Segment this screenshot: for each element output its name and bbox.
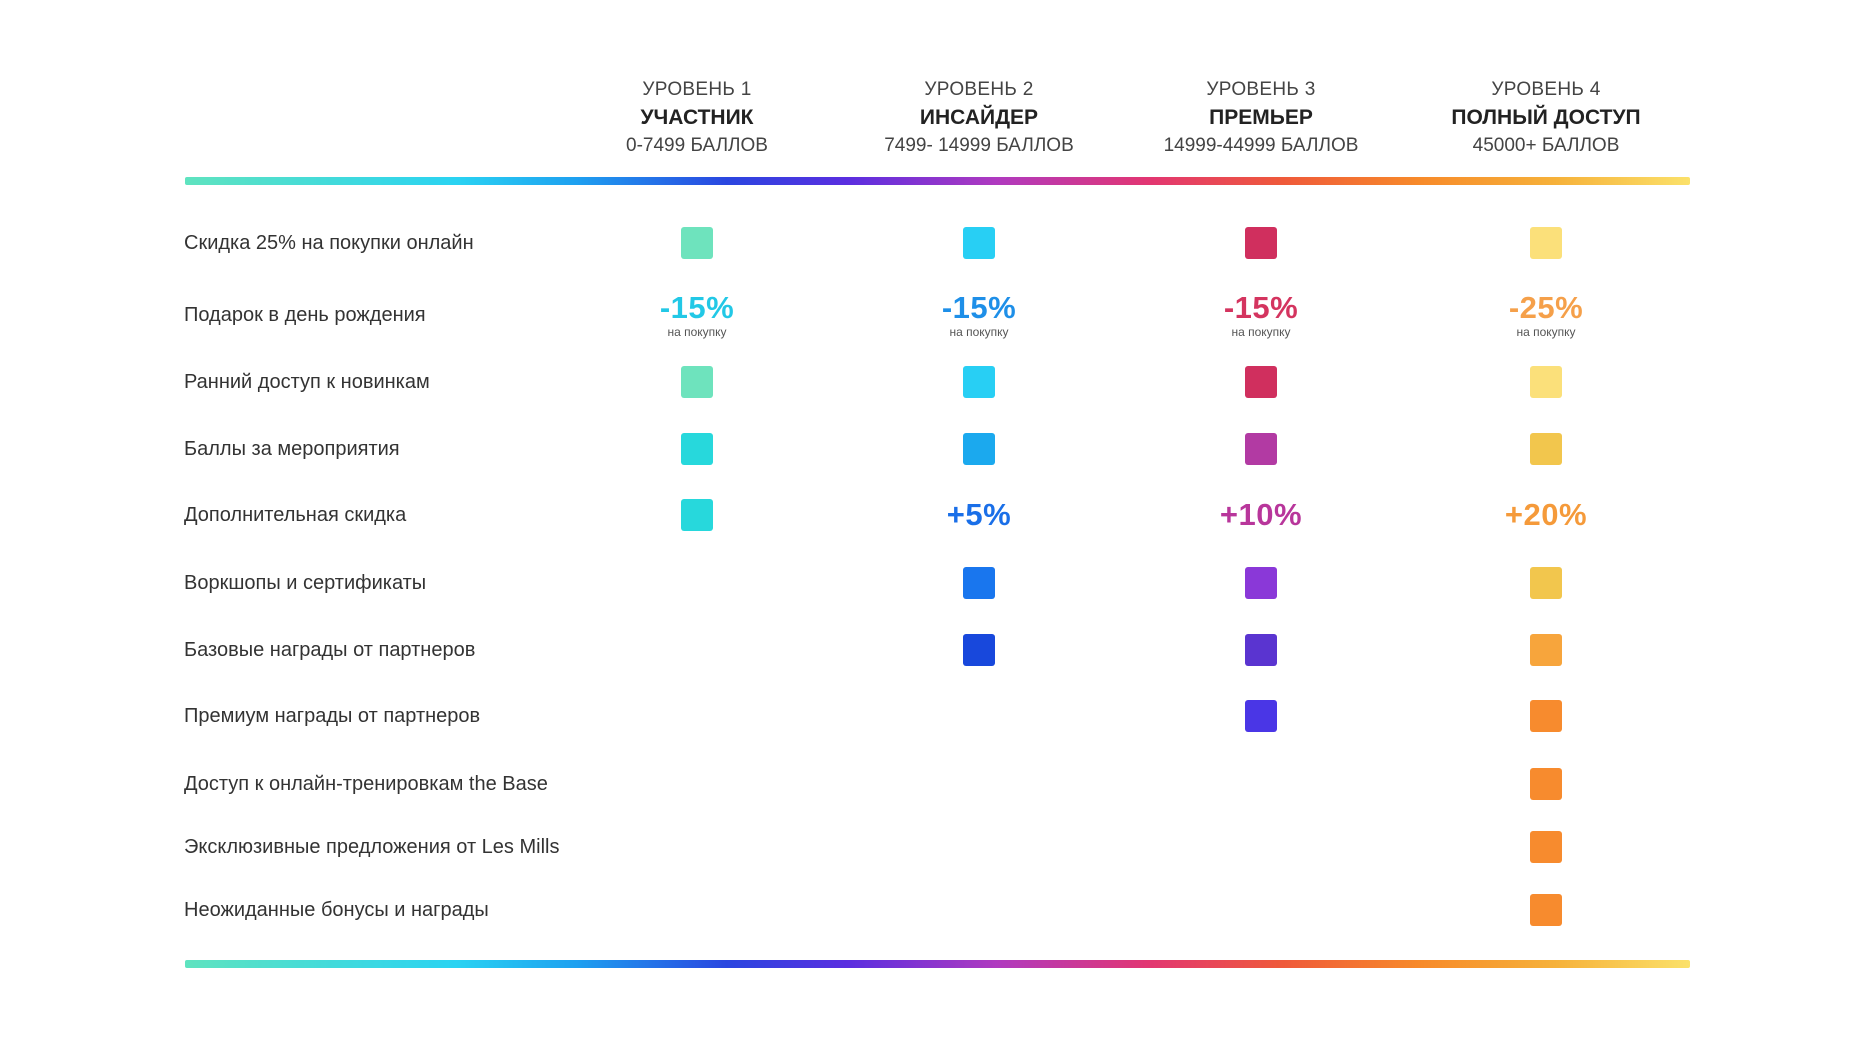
benefit-included-marker	[963, 227, 995, 259]
benefit-included-marker	[1530, 768, 1562, 800]
benefit-cell: +20%	[1426, 485, 1666, 545]
benefit-value: +5%	[946, 497, 1012, 532]
benefit-included-marker	[963, 366, 995, 398]
benefit-included-marker	[1245, 700, 1277, 732]
tier-points: 14999-44999 БАЛЛОВ	[1163, 135, 1359, 156]
tier-name: УЧАСТНИК	[640, 106, 754, 129]
benefit-cell	[1426, 817, 1666, 877]
benefit-included-marker	[1245, 567, 1277, 599]
benefit-cell	[1141, 213, 1381, 273]
benefit-value: +20%	[1504, 497, 1588, 532]
benefit-cell	[1426, 213, 1666, 273]
benefit-label: Премиум награды от партнеров	[184, 705, 481, 727]
benefit-cell	[577, 213, 817, 273]
tier-header-3: УРОВЕНЬ 3 ПРЕМЬЕР 14999-44999 БАЛЛОВ	[1121, 76, 1401, 160]
benefit-included-marker	[1245, 227, 1277, 259]
benefit-included-marker	[1530, 831, 1562, 863]
benefit-included-marker	[963, 634, 995, 666]
benefit-cell	[577, 352, 817, 412]
benefit-label: Скидка 25% на покупки онлайн	[184, 232, 474, 254]
benefit-cell	[859, 553, 1099, 613]
benefit-cell	[1141, 620, 1381, 680]
benefit-cell	[1426, 686, 1666, 746]
tier-header-4: УРОВЕНЬ 4 ПОЛНЫЙ ДОСТУП 45000+ БАЛЛОВ	[1406, 76, 1686, 160]
benefit-cell: -15% на покупку	[577, 285, 817, 345]
benefit-included-marker	[681, 433, 713, 465]
benefit-cell	[859, 352, 1099, 412]
benefit-cell	[577, 419, 817, 479]
benefit-label: Неожиданные бонусы и награды	[184, 899, 489, 921]
tier-level: УРОВЕНЬ 1	[642, 79, 752, 100]
benefit-cell: +5%	[859, 485, 1099, 545]
benefit-included-marker	[1530, 700, 1562, 732]
benefit-value-note: на покупку	[1516, 325, 1576, 339]
benefit-label: Подарок в день рождения	[184, 304, 426, 326]
tier-header-1: УРОВЕНЬ 1 УЧАСТНИК 0-7499 БАЛЛОВ	[557, 76, 837, 160]
benefit-label: Доступ к онлайн-тренировкам the Base	[184, 773, 548, 795]
benefit-included-marker	[1245, 433, 1277, 465]
benefit-included-marker	[681, 499, 713, 531]
gradient-divider-top	[185, 177, 1690, 185]
benefit-value: +10%	[1219, 497, 1303, 532]
benefit-cell: -15% на покупку	[1141, 285, 1381, 345]
benefit-cell	[1426, 754, 1666, 814]
benefit-cell: -15% на покупку	[859, 285, 1099, 345]
benefit-label: Воркшопы и сертификаты	[184, 572, 427, 594]
benefit-value-note: на покупку	[667, 325, 727, 339]
benefit-cell	[859, 620, 1099, 680]
benefit-cell	[1141, 419, 1381, 479]
benefit-label: Ранний доступ к новинкам	[184, 371, 430, 393]
benefit-cell	[859, 419, 1099, 479]
benefit-included-marker	[963, 433, 995, 465]
benefit-cell	[1426, 620, 1666, 680]
tier-header-2: УРОВЕНЬ 2 ИНСАЙДЕР 7499- 14999 БАЛЛОВ	[839, 76, 1119, 160]
tier-points: 7499- 14999 БАЛЛОВ	[884, 135, 1074, 156]
tier-name: ПОЛНЫЙ ДОСТУП	[1451, 106, 1641, 129]
tier-points: 0-7499 БАЛЛОВ	[626, 135, 768, 156]
tier-level: УРОВЕНЬ 2	[924, 79, 1034, 100]
tier-points: 45000+ БАЛЛОВ	[1472, 135, 1620, 156]
benefit-cell	[1426, 880, 1666, 940]
benefit-cell	[577, 485, 817, 545]
benefit-included-marker	[681, 227, 713, 259]
benefit-value: -25%	[1508, 290, 1584, 325]
benefit-cell	[1426, 419, 1666, 479]
benefit-included-marker	[1245, 634, 1277, 666]
benefit-value-note: на покупку	[949, 325, 1009, 339]
benefit-label: Эксклюзивные предложения от Les Mills	[184, 836, 560, 858]
benefit-included-marker	[681, 366, 713, 398]
tier-name: ПРЕМЬЕР	[1209, 106, 1313, 129]
benefit-label: Дополнительная скидка	[184, 504, 407, 526]
gradient-divider-bottom	[185, 960, 1690, 968]
benefit-included-marker	[1245, 366, 1277, 398]
benefit-value: -15%	[659, 290, 735, 325]
benefit-cell	[859, 213, 1099, 273]
benefit-cell	[1141, 553, 1381, 613]
benefit-cell	[1141, 352, 1381, 412]
benefit-cell	[1141, 686, 1381, 746]
benefit-included-marker	[1530, 894, 1562, 926]
benefit-included-marker	[1530, 567, 1562, 599]
benefit-value: -15%	[1223, 290, 1299, 325]
benefit-included-marker	[1530, 634, 1562, 666]
benefit-value-note: на покупку	[1231, 325, 1291, 339]
benefit-cell: +10%	[1141, 485, 1381, 545]
benefit-cell	[1426, 553, 1666, 613]
benefit-value: -15%	[941, 290, 1017, 325]
tier-level: УРОВЕНЬ 4	[1491, 79, 1601, 100]
tier-name: ИНСАЙДЕР	[919, 106, 1039, 129]
benefit-label: Баллы за мероприятия	[184, 438, 400, 460]
benefit-cell: -25% на покупку	[1426, 285, 1666, 345]
benefit-cell	[1426, 352, 1666, 412]
benefit-included-marker	[963, 567, 995, 599]
benefit-included-marker	[1530, 227, 1562, 259]
benefit-included-marker	[1530, 433, 1562, 465]
benefit-included-marker	[1530, 366, 1562, 398]
tier-level: УРОВЕНЬ 3	[1206, 79, 1316, 100]
benefit-label: Базовые награды от партнеров	[184, 639, 476, 661]
